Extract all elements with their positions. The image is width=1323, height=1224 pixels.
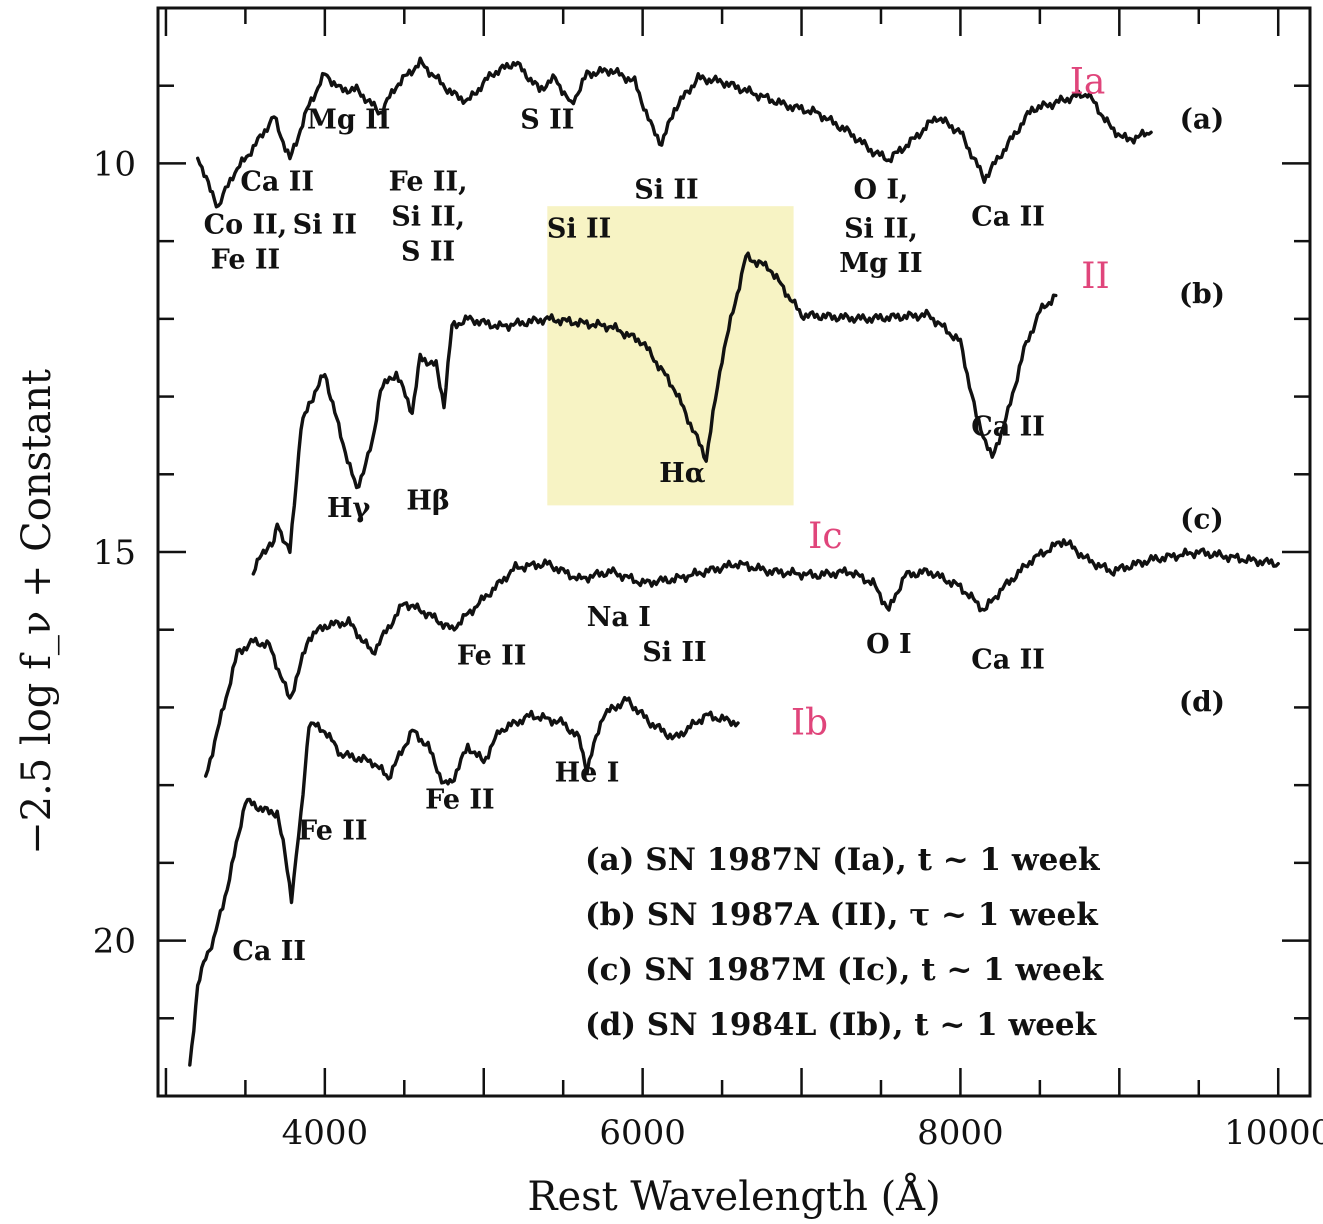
line-label: Ca II: [971, 202, 1045, 233]
y-tick-label: 10: [93, 144, 136, 184]
spectrum-c: [204, 538, 1280, 778]
line-label: Si II: [634, 174, 698, 205]
handwritten-label: Ic: [808, 516, 842, 557]
line-label: S II: [401, 237, 455, 268]
line-label: Fe II,: [389, 167, 468, 198]
line-label: S II: [520, 104, 574, 135]
spectrum-a: [196, 56, 1153, 209]
curve-tag: (b): [1179, 277, 1225, 310]
line-label: Hγ: [327, 493, 371, 524]
y-tick-label: 15: [93, 533, 136, 573]
line-label: Si II,: [844, 213, 918, 244]
handwritten-label: II: [1081, 256, 1109, 297]
legend-entry: (c) SN 1987M (Ic), t ~ 1 week: [585, 952, 1105, 988]
line-label: Na I: [587, 602, 651, 633]
tick-labels: 4000 6000 8000 10000 10 15 20: [93, 144, 1323, 1153]
handwritten-label: Ia: [1070, 61, 1106, 102]
line-label: O I,: [854, 174, 909, 205]
line-label: Mg II: [839, 248, 922, 279]
x-tick-label: 10000: [1224, 1113, 1323, 1153]
line-label: Fe II: [425, 784, 495, 815]
line-label: He I: [555, 757, 620, 788]
line-label: Mg II: [307, 104, 390, 135]
spectrum-d: [188, 695, 740, 1067]
line-label: Hα: [659, 458, 706, 489]
line-label: Fe II: [298, 816, 368, 847]
legend-entry: (b) SN 1987A (II), τ ~ 1 week: [585, 897, 1099, 933]
line-label: Ca II: [232, 936, 306, 967]
curve-tags: (a) (b) (c) (d): [1179, 102, 1225, 718]
line-annotations: Co II, Fe II Ca II Si II Mg II Fe II, Si II, S …: [204, 104, 1045, 967]
y-tick-label: 20: [93, 922, 136, 962]
line-label: Si II: [293, 209, 357, 240]
x-tick-label: 6000: [599, 1113, 686, 1153]
line-label: Fe II: [211, 244, 281, 275]
y-axis-title: −2.5 log f_ν + Constant: [14, 369, 60, 855]
handwritten-label: Ib: [791, 703, 828, 744]
legend-entry: (d) SN 1984L (Ib), t ~ 1 week: [585, 1007, 1098, 1043]
x-tick-label: 4000: [282, 1113, 369, 1153]
x-axis-title: Rest Wavelength (Å): [527, 1173, 940, 1220]
line-label: Fe II: [457, 641, 527, 672]
line-label: O I: [866, 629, 912, 660]
line-label: Si II,: [391, 202, 465, 233]
handwritten-type-labels: Ia II Ic Ib: [791, 61, 1110, 743]
line-label: Si II: [547, 213, 611, 244]
legend: (a) SN 1987N (Ia), t ~ 1 week (b) SN 1987…: [585, 842, 1105, 1043]
line-label: Si II: [642, 637, 706, 668]
curve-tag: (a): [1180, 102, 1225, 135]
curve-tag: (d): [1179, 685, 1225, 718]
x-tick-label: 8000: [917, 1113, 1004, 1153]
line-label: Ca II: [240, 167, 314, 198]
highlight-box: [547, 206, 794, 506]
line-label: Hβ: [406, 485, 449, 516]
axis-ticks: [158, 8, 1310, 1096]
spectrum-b: [251, 251, 1058, 576]
spectra-series: [188, 56, 1280, 1067]
line-label: Ca II: [971, 411, 1045, 442]
legend-entry: (a) SN 1987N (Ia), t ~ 1 week: [585, 842, 1101, 878]
line-label: Co II,: [204, 209, 288, 240]
line-label: Ca II: [971, 645, 1045, 676]
curve-tag: (c): [1180, 503, 1224, 536]
